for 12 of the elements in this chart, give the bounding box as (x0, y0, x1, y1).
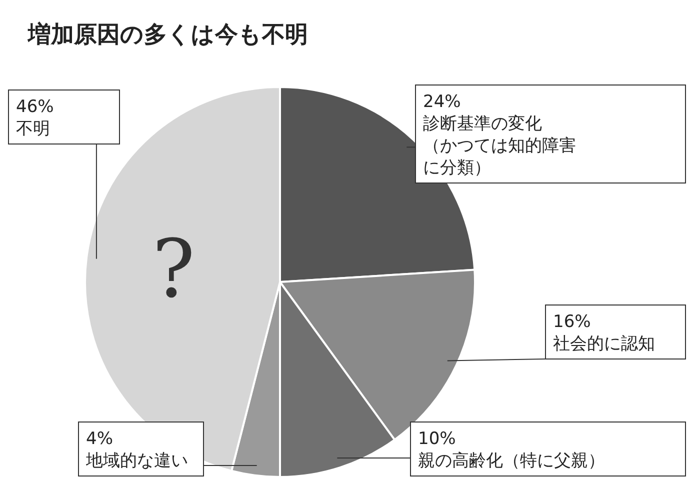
slice-label: 不明 (16, 119, 50, 139)
slice-label: 親の高齢化（特に父親） (418, 451, 605, 471)
slice-label: 地域的な違い (85, 451, 188, 471)
slice-label: 社会的に認知 (553, 334, 655, 354)
data-label: 4% (86, 429, 113, 449)
chart-title: 増加原因の多くは今も不明 (27, 21, 308, 48)
data-label: 46% (16, 97, 54, 117)
data-label: 10% (418, 429, 456, 449)
data-label: 24% (423, 92, 461, 112)
text: ? (152, 222, 196, 316)
data-label: 16% (553, 312, 591, 332)
slice-label: 診断基準の変化（かつては知的障害に分類） (423, 114, 576, 178)
